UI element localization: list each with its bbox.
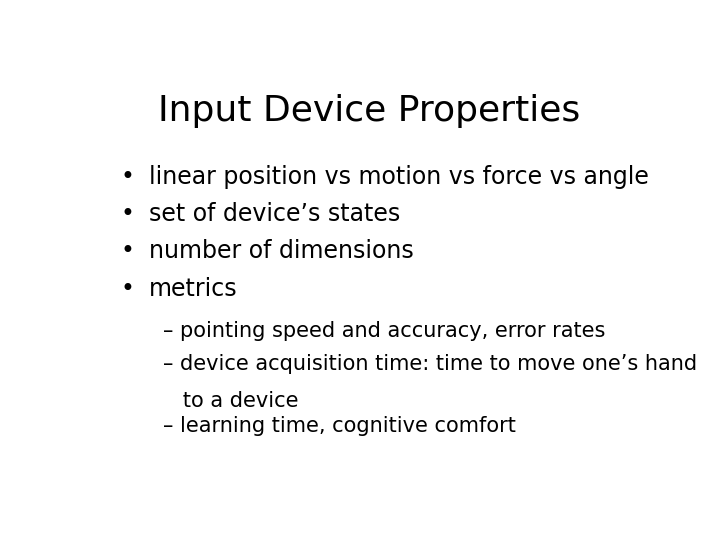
Text: •: • — [121, 165, 135, 188]
Text: – device acquisition time: time to move one’s hand: – device acquisition time: time to move … — [163, 354, 697, 374]
Text: set of device’s states: set of device’s states — [148, 202, 400, 226]
Text: •: • — [121, 239, 135, 264]
Text: metrics: metrics — [148, 277, 237, 301]
Text: – pointing speed and accuracy, error rates: – pointing speed and accuracy, error rat… — [163, 321, 605, 341]
Text: Input Device Properties: Input Device Properties — [158, 94, 580, 128]
Text: number of dimensions: number of dimensions — [148, 239, 413, 264]
Text: •: • — [121, 277, 135, 301]
Text: – learning time, cognitive comfort: – learning time, cognitive comfort — [163, 416, 516, 436]
Text: •: • — [121, 202, 135, 226]
Text: linear position vs motion vs force vs angle: linear position vs motion vs force vs an… — [148, 165, 649, 188]
Text: to a device: to a device — [163, 391, 298, 411]
